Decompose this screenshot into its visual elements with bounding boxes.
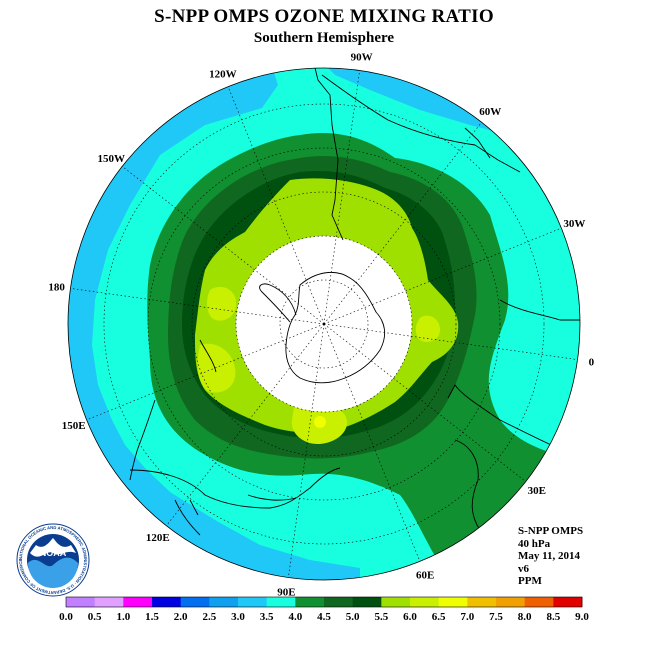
colorbar-tick-label: 8.0 [518, 611, 532, 623]
colorbar-swatch [381, 597, 411, 607]
coastlines [129, 68, 580, 536]
field-6.0-b [207, 286, 237, 321]
colorbar-frame [65, 596, 583, 608]
meridian-line [122, 166, 325, 325]
longitude-label: 90E [277, 586, 295, 598]
map-title: S-NPP OMPS OZONE MIXING RATIO [154, 6, 494, 27]
colorbar-tick-label: 5.0 [346, 611, 360, 623]
longitude-label: 180 [48, 281, 65, 293]
colorbar-swatch [94, 597, 124, 607]
field-6.0-d [415, 315, 440, 342]
colorbar-swatch [295, 597, 325, 607]
longitude-label: 30W [563, 218, 585, 230]
longitude-label: 30E [528, 485, 546, 497]
colorbar-tick-label: 6.5 [432, 611, 446, 623]
meridian-line [323, 122, 482, 325]
colorbar-tick-label: 7.5 [489, 611, 503, 623]
noaa-logo-graphic: NOAA NATIONAL OCEANIC AND ATMOSPHERIC AD… [16, 523, 90, 597]
field-6.0-a [197, 343, 236, 393]
meridian-line [323, 323, 578, 360]
colorbar-tick-label: 9.0 [575, 611, 589, 623]
colorbar-tick-label: 4.0 [288, 611, 302, 623]
longitude-label: 150E [62, 420, 86, 432]
colorbar-swatch [209, 597, 239, 607]
colorbar-swatch [438, 597, 468, 607]
colorbar-tick-label: 2.0 [174, 611, 188, 623]
colorbar-tick-label: 3.5 [260, 611, 274, 623]
meridian-line [288, 323, 325, 578]
colorbar-tick-label: 4.5 [317, 611, 331, 623]
colorbar-tick-label: 5.5 [374, 611, 388, 623]
colorbar-tick-label: 7.0 [460, 611, 474, 623]
meridian-line [323, 227, 562, 325]
colorbar-tick-label: 2.5 [202, 611, 216, 623]
colorbar-swatch [266, 597, 296, 607]
colorbar-tick-label: 0.0 [59, 611, 73, 623]
longitude-label: 0 [589, 357, 595, 369]
meridian-line [166, 323, 325, 526]
colorbar-tick-label: 3.0 [231, 611, 245, 623]
date-label: May 11, 2014 [518, 550, 581, 562]
colorbar-swatch [152, 597, 182, 607]
version-label: v6 [518, 562, 529, 575]
south-pole-marker [322, 322, 326, 326]
longitude-label: 90W [351, 52, 373, 64]
meridian-line [323, 70, 360, 325]
colorbar-swatch [66, 597, 96, 607]
noaa-logo: NOAA NATIONAL OCEANIC AND ATMOSPHERIC AD… [16, 523, 90, 602]
colorbar-swatch [180, 597, 210, 607]
colorbar: 0.0 0.5 1.0 1.5 2.0 2.5 3.0 3.5 4.0 4.5 5.0 5.5 6.0 6… [59, 596, 589, 623]
colorbar-swatch [352, 597, 382, 607]
meridian-line [70, 288, 325, 325]
colorbar-tick-label: 1.0 [116, 611, 130, 623]
longitude-label: 60E [416, 569, 434, 581]
colorbar-swatch [123, 597, 153, 607]
longitude-label: 60W [479, 106, 501, 118]
meridian-line [323, 323, 526, 482]
longitude-label: 120W [209, 69, 237, 81]
longitude-label: 150W [97, 153, 125, 165]
ozone-field [68, 68, 580, 580]
map-subtitle: Southern Hemisphere [253, 30, 395, 46]
meridian-line [323, 323, 421, 562]
colorbar-swatch [553, 597, 583, 607]
noaa-logo-text: NOAA [40, 548, 67, 558]
meridian-line [86, 323, 325, 421]
colorbar-tick-label: 6.0 [403, 611, 417, 623]
instrument-label: S-NPP OMPS [518, 525, 584, 537]
colorbar-tick-label: 1.5 [145, 611, 159, 623]
field-3.0 [68, 68, 360, 580]
meridian-line [227, 86, 325, 325]
colorbar-tick-label: 8.5 [546, 611, 560, 623]
colorbar-swatch [496, 597, 526, 607]
map-info: S-NPP OMPS 40 hPa May 11, 2014 v6 PPM [518, 525, 583, 588]
colorbar-swatch [324, 597, 354, 607]
units-label: PPM [518, 575, 542, 587]
colorbar-tick-label: 0.5 [88, 611, 102, 623]
colorbar-swatch [410, 597, 440, 607]
graticule [70, 70, 578, 578]
pressure-level: 40 hPa [518, 537, 551, 550]
colorbar-swatch [238, 597, 268, 607]
colorbar-swatch [524, 597, 554, 607]
map-border [67, 67, 581, 581]
colorbar-swatch [467, 597, 497, 607]
field-6.5 [314, 416, 326, 428]
longitude-label: 120E [146, 532, 170, 544]
